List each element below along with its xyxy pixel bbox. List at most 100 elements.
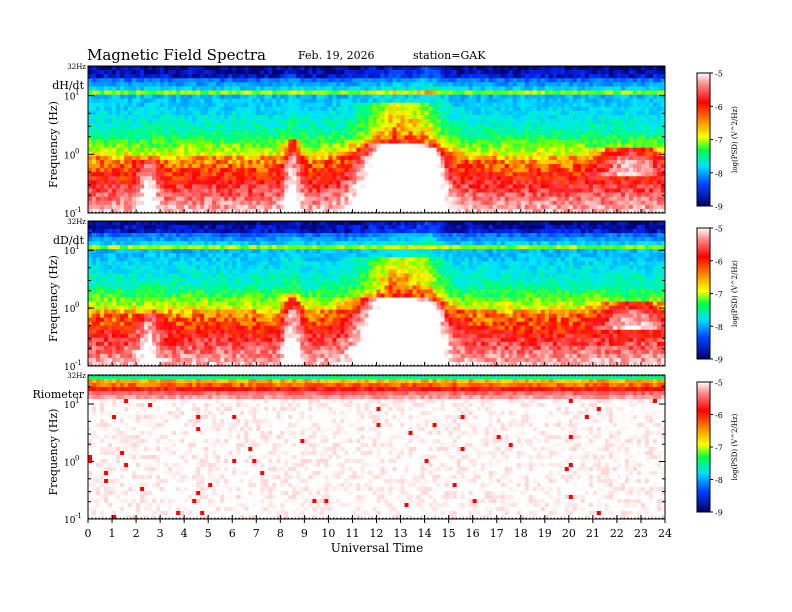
heatmap-cell — [377, 148, 381, 152]
heatmap-cell — [413, 144, 417, 148]
heatmap-cell — [184, 78, 188, 82]
heatmap-cell — [260, 95, 264, 99]
heatmap-cell — [128, 82, 132, 86]
heatmap-cell — [120, 140, 124, 144]
heatmap-cell — [316, 152, 320, 156]
heatmap-cell — [108, 156, 112, 160]
heatmap-cell — [168, 99, 172, 103]
heatmap-cell — [212, 205, 216, 209]
heatmap-cell — [200, 152, 204, 156]
heatmap-cell — [633, 193, 637, 197]
heatmap-cell — [393, 201, 397, 205]
heatmap-cell — [332, 95, 336, 99]
heatmap-cell — [521, 119, 525, 123]
heatmap-cell — [288, 201, 292, 205]
heatmap-cell — [132, 152, 136, 156]
heatmap-cell — [144, 168, 148, 172]
heatmap-cell — [493, 180, 497, 184]
heatmap-cell — [465, 86, 469, 90]
heatmap-cell — [320, 119, 324, 123]
heatmap-cell — [521, 123, 525, 127]
heatmap-cell — [377, 135, 381, 139]
heatmap-cell — [284, 148, 288, 152]
heatmap-cell — [597, 111, 601, 115]
heatmap-cell — [364, 176, 368, 180]
heatmap-cell — [385, 160, 389, 164]
heatmap-cell — [605, 205, 609, 209]
heatmap-cell — [625, 135, 629, 139]
heatmap-cell — [389, 144, 393, 148]
heatmap-cell — [216, 184, 220, 188]
heatmap-cell — [637, 135, 641, 139]
heatmap-cell — [441, 82, 445, 86]
heatmap-cell — [276, 140, 280, 144]
heatmap-cell — [513, 86, 517, 90]
heatmap-cell — [260, 86, 264, 90]
heatmap-cell — [501, 131, 505, 135]
heatmap-cell — [340, 189, 344, 193]
heatmap-cell — [356, 156, 360, 160]
heatmap-cell — [224, 197, 228, 201]
heatmap-cell — [252, 103, 256, 107]
heatmap-cell — [425, 127, 429, 131]
heatmap-cell — [529, 111, 533, 115]
heatmap-cell — [589, 135, 593, 139]
heatmap-cell — [308, 152, 312, 156]
heatmap-cell — [180, 156, 184, 160]
heatmap-cell — [617, 123, 621, 127]
heatmap-cell — [505, 184, 509, 188]
heatmap-cell — [381, 131, 385, 135]
heatmap-cell — [425, 164, 429, 168]
heatmap-cell — [192, 164, 196, 168]
heatmap-cell — [116, 115, 120, 119]
heatmap-cell — [509, 115, 513, 119]
heatmap-cell — [148, 184, 152, 188]
heatmap-cell — [128, 86, 132, 90]
heatmap-cell — [581, 78, 585, 82]
heatmap-cell — [328, 172, 332, 176]
heatmap-cell — [477, 70, 481, 74]
heatmap-cell — [120, 184, 124, 188]
heatmap-cell — [629, 160, 633, 164]
heatmap-cell — [401, 82, 405, 86]
heatmap-cell — [529, 95, 533, 99]
heatmap-cell — [561, 74, 565, 78]
heatmap-cell — [100, 123, 104, 127]
heatmap-cell — [256, 189, 260, 193]
heatmap-cell — [489, 135, 493, 139]
heatmap-cell — [196, 168, 200, 172]
heatmap-cell — [276, 152, 280, 156]
heatmap-cell — [316, 184, 320, 188]
heatmap-cell — [304, 74, 308, 78]
heatmap-cell — [200, 127, 204, 131]
heatmap-cell — [216, 78, 220, 82]
heatmap-cell — [356, 123, 360, 127]
heatmap-cell — [529, 168, 533, 172]
heatmap-cell — [597, 103, 601, 107]
heatmap-cell — [268, 107, 272, 111]
heatmap-cell — [248, 103, 252, 107]
heatmap-cell — [641, 82, 645, 86]
heatmap-cell — [637, 103, 641, 107]
heatmap-cell — [501, 144, 505, 148]
heatmap-cell — [545, 70, 549, 74]
heatmap-cell — [377, 111, 381, 115]
heatmap-cell — [581, 74, 585, 78]
heatmap-cell — [372, 160, 376, 164]
heatmap-cell — [100, 168, 104, 172]
heatmap-cell — [533, 111, 537, 115]
heatmap-cell — [132, 193, 136, 197]
heatmap-cell — [465, 176, 469, 180]
heatmap-cell — [529, 197, 533, 201]
heatmap-cell — [421, 70, 425, 74]
heatmap-cell — [537, 148, 541, 152]
heatmap-cell — [156, 70, 160, 74]
heatmap-cell — [312, 152, 316, 156]
heatmap-cell — [188, 91, 192, 95]
heatmap-cell — [228, 95, 232, 99]
heatmap-cell — [92, 172, 96, 176]
heatmap-cell — [224, 78, 228, 82]
heatmap-cell — [264, 95, 268, 99]
heatmap-cell — [372, 95, 376, 99]
heatmap-cell — [216, 189, 220, 193]
